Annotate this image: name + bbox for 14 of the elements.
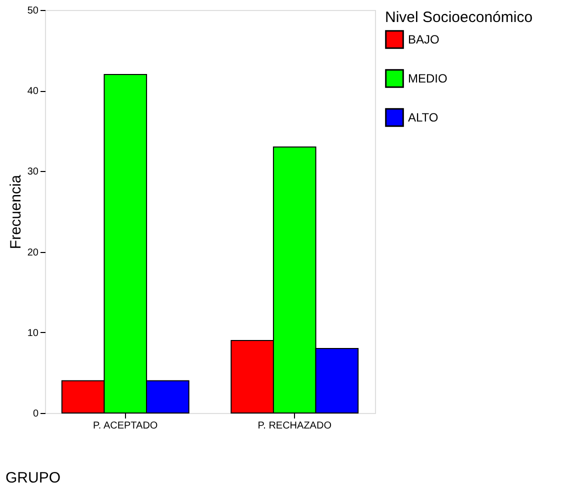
y-tick-label: 0	[32, 408, 39, 420]
y-tick-label: 40	[27, 86, 39, 98]
legend-label: MEDIO	[408, 72, 448, 86]
x-tick-label: P. ACEPTADO	[93, 420, 158, 432]
y-tick-label: 20	[27, 247, 39, 258]
x-tick-label: P. RECHAZADO	[258, 420, 332, 432]
y-tick-label: 50	[27, 6, 39, 16]
y-axis-title: Frecuencia	[7, 174, 24, 250]
y-tick-label: 30	[27, 166, 39, 178]
x-axis-title: GRUPO	[6, 470, 61, 486]
y-tick-label: 10	[27, 328, 39, 339]
legend-label: BAJO	[408, 32, 440, 46]
legend-label: ALTO	[408, 110, 438, 124]
legend-title: Nivel Socioeconómico	[385, 9, 533, 26]
